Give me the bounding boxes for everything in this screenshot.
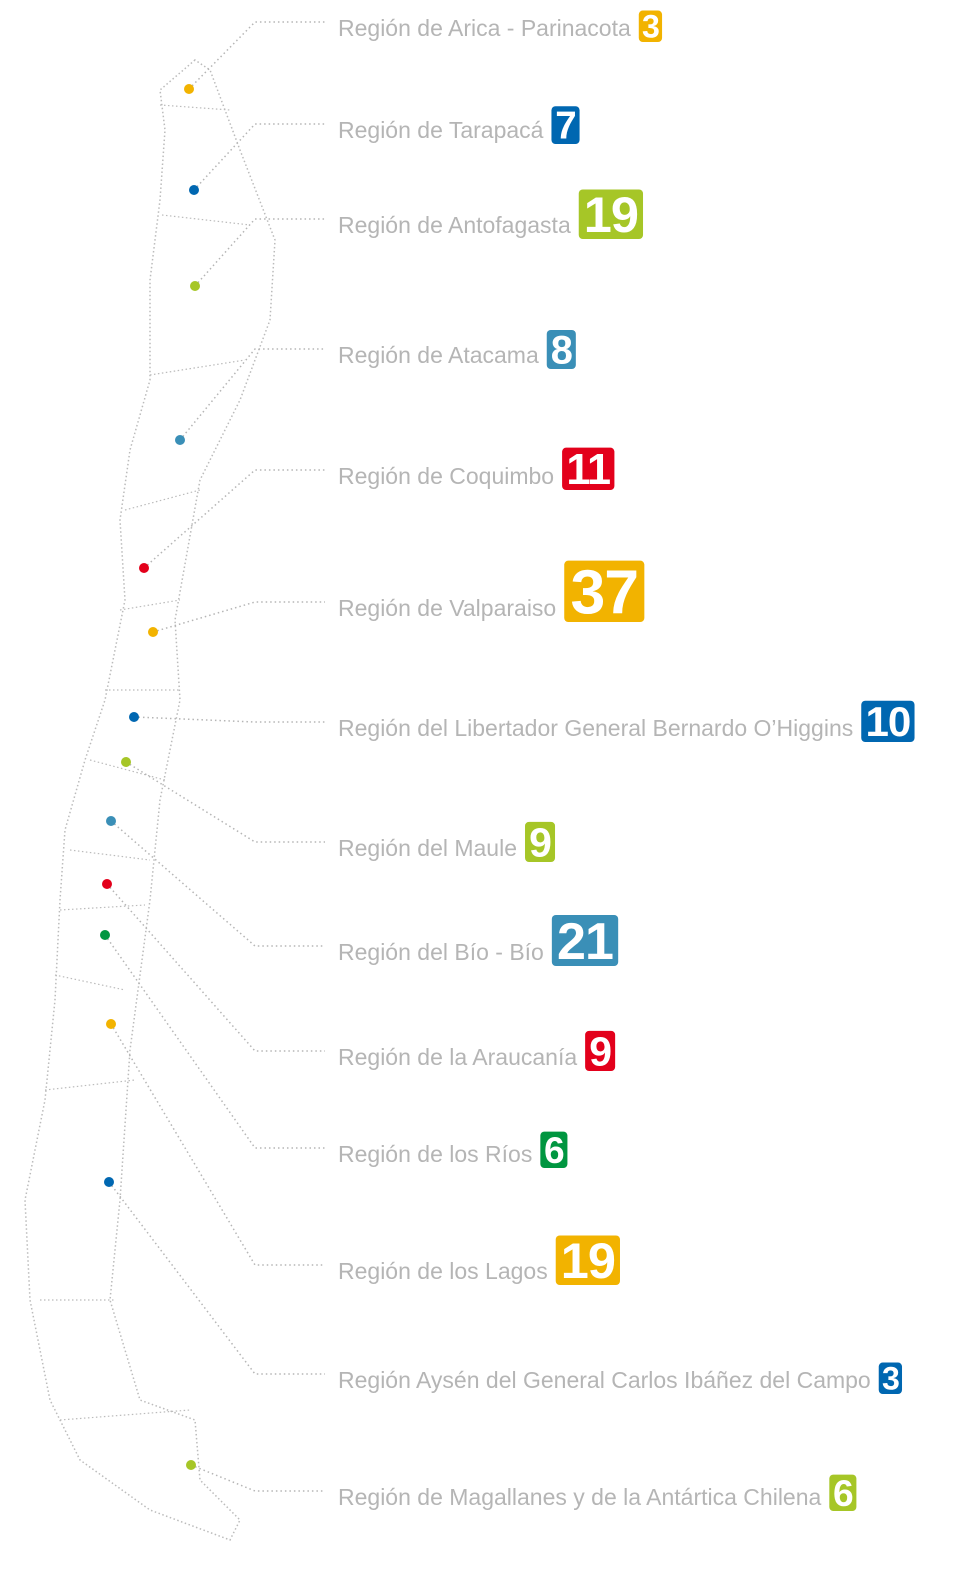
leader-line <box>190 1464 325 1492</box>
badge-box <box>878 1362 903 1394</box>
region-name: Región de los Ríos <box>338 1141 532 1167</box>
region-dot <box>190 281 200 291</box>
region-name: Región Aysén del General Carlos Ibáñez d… <box>338 1367 871 1393</box>
region-dot <box>121 757 131 767</box>
badge-box <box>546 329 576 369</box>
count-badge: 19 <box>555 1232 620 1289</box>
region-dot <box>184 84 194 94</box>
badge-box <box>578 189 644 239</box>
badge-box <box>638 10 663 42</box>
region-dot <box>106 816 116 826</box>
leader-line <box>179 348 325 441</box>
count-badge: 21 <box>551 913 619 971</box>
region-name: Región del Maule <box>338 835 517 861</box>
region-name: Región de Magallanes y de la Antártica C… <box>338 1484 822 1510</box>
region-dot <box>129 712 139 722</box>
badge-count: 21 <box>557 913 613 971</box>
region-dot <box>148 627 158 637</box>
count-badge: 11 <box>562 446 615 494</box>
leader-line <box>108 1181 325 1375</box>
region-name: Región de Coquimbo <box>338 463 554 489</box>
badge-box <box>555 1235 620 1285</box>
region-name: Región de la Araucanía <box>338 1044 577 1070</box>
count-badge: 19 <box>578 186 644 243</box>
region-name: Región del Libertador General Bernardo O… <box>338 715 853 741</box>
count-badge: 6 <box>829 1472 857 1514</box>
badge-box <box>540 1131 568 1168</box>
badge-count: 7 <box>555 105 575 148</box>
badge-count: 8 <box>551 329 572 373</box>
region-name: Región de los Lagos <box>338 1258 548 1284</box>
region-borders <box>40 104 251 1421</box>
region-dot <box>189 185 199 195</box>
badge-count: 9 <box>529 819 551 865</box>
badge-count: 6 <box>833 1472 853 1514</box>
count-badge: 37 <box>564 557 645 627</box>
leader-line <box>152 601 325 633</box>
region-dot <box>102 879 112 889</box>
region-dot <box>175 435 185 445</box>
badge-count: 3 <box>642 9 659 45</box>
badge-count: 19 <box>561 1232 615 1289</box>
leader-line <box>194 218 325 287</box>
leader-line <box>143 469 325 569</box>
badge-count: 19 <box>584 186 638 243</box>
leader-line <box>104 934 325 1149</box>
region-name: Región del Bío - Bío <box>338 939 544 965</box>
leader-line <box>125 761 325 843</box>
badge-count: 10 <box>865 698 910 745</box>
region-name: Región de Antofagasta <box>338 212 571 238</box>
leader-line <box>110 1023 325 1266</box>
badge-count: 9 <box>589 1028 611 1074</box>
badge-count: 6 <box>544 1129 564 1171</box>
badge-box <box>551 106 580 144</box>
count-badge: 7 <box>551 105 580 148</box>
badge-box <box>525 821 556 862</box>
count-badge: 3 <box>878 1361 903 1397</box>
country-outline <box>24 59 276 1541</box>
region-name: Región de Atacama <box>338 342 539 368</box>
region-name: Región de Tarapacá <box>338 117 544 143</box>
region-dot <box>106 1019 116 1029</box>
leader-line <box>106 883 325 1052</box>
region-dot <box>104 1177 114 1187</box>
badge-count: 11 <box>566 446 610 494</box>
leader-line <box>193 123 325 191</box>
region-dot <box>100 930 110 940</box>
region-dot <box>139 563 149 573</box>
badge-box <box>551 914 619 966</box>
count-badge: 3 <box>638 9 663 45</box>
leader-line <box>133 716 325 723</box>
badge-box <box>585 1030 616 1071</box>
leader-line <box>110 820 325 947</box>
badge-box <box>564 560 645 622</box>
count-badge: 6 <box>540 1129 568 1171</box>
badge-box <box>562 447 615 490</box>
count-badge: 10 <box>861 698 915 745</box>
count-badge: 9 <box>525 819 556 865</box>
count-badge: 9 <box>585 1028 616 1074</box>
badge-count: 37 <box>570 557 638 627</box>
region-name: Región de Valparaiso <box>338 595 556 621</box>
region-name: Región de Arica - Parinacota <box>338 15 631 41</box>
leader-line <box>188 21 325 90</box>
badge-box <box>829 1474 857 1511</box>
count-badge: 8 <box>546 329 576 373</box>
region-dot <box>186 1460 196 1470</box>
badge-box <box>861 700 915 742</box>
badge-count: 3 <box>882 1361 899 1397</box>
